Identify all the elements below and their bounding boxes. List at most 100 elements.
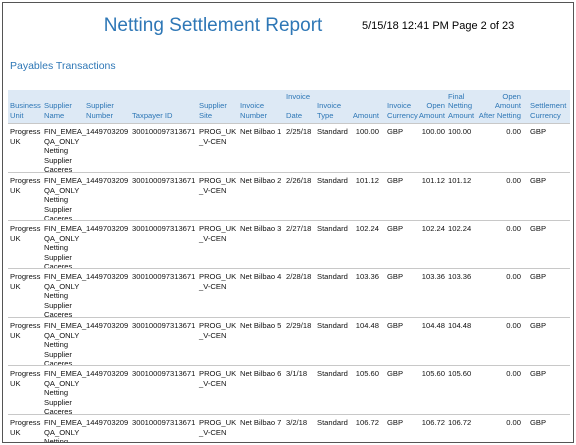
section-title: Payables Transactions [10,60,116,72]
table-cell: Progress UK [10,369,41,388]
column-header: Open Amount After Netting [478,91,521,120]
table-cell: 0.00 [506,369,521,378]
table-cell: 0.00 [506,272,521,281]
table-cell: 0.00 [506,321,521,330]
table-cell: 105.60 [421,369,445,378]
table-cell: 2/29/18 [286,321,312,330]
table-cell: 104.48 [355,321,379,330]
table-cell: 1449703209 [86,321,129,330]
table-cell: 1449703209 [86,127,129,136]
table-cell: 105.60 [448,369,472,378]
table-cell: Standard [317,369,348,378]
table-cell: Net Bilbao 1 [240,127,282,136]
row-separator [8,172,570,173]
table-cell: 102.24 [448,224,472,233]
table-cell: 100.00 [421,127,445,136]
table-cell: Progress UK [10,127,41,146]
table-cell: Standard [317,321,348,330]
table-cell: Progress UK [10,418,41,437]
table-cell: FIN_EMEA_ QA_ONLY Netting Supplier Cacer… [44,224,87,271]
table-cell: GBP [530,176,547,185]
table-cell: 3/2/18 [286,418,308,427]
column-header: Invoice Currency [387,101,418,120]
table-cell: GBP [387,369,404,378]
table-cell: FIN_EMEA_ QA_ONLY Netting Supplier Cacer… [44,127,87,174]
table-cell: 1449703209 [86,369,129,378]
table-cell: 1449703209 [86,418,129,427]
table-cell: GBP [530,369,547,378]
table-cell: PROG_UK _V-CEN [199,321,237,340]
table-cell: 300100097313671 [132,369,196,378]
table-cell: 3/1/18 [286,369,308,378]
table-cell: 2/25/18 [286,127,312,136]
table-cell: Standard [317,224,348,233]
row-separator [8,123,570,124]
table-cell: Net Bilbao 6 [240,369,282,378]
table-cell: 0.00 [506,176,521,185]
column-header: Settlement Currency [530,101,567,120]
table-cell: 300100097313671 [132,127,196,136]
table-cell: 100.00 [355,127,379,136]
table-cell: 106.72 [448,418,472,427]
table-cell: 300100097313671 [132,321,196,330]
table-cell: 300100097313671 [132,176,196,185]
table-cell: 102.24 [421,224,445,233]
column-header: Open Amount [418,101,445,120]
table-cell: 101.12 [448,176,472,185]
table-cell: 0.00 [506,418,521,427]
table-cell: 100.00 [448,127,472,136]
table-cell: GBP [387,272,404,281]
table-cell: Progress UK [10,224,41,243]
table-cell: GBP [530,418,547,427]
table-cell: GBP [530,224,547,233]
table-cell: PROG_UK _V-CEN [199,224,237,243]
column-header: Amount [352,110,379,120]
table-cell: 101.12 [421,176,445,185]
table-cell: 103.36 [421,272,445,281]
table-cell: PROG_UK _V-CEN [199,272,237,291]
row-separator [8,365,570,366]
table-cell: FIN_EMEA_ QA_ONLY Netting Supplier Cacer… [44,321,87,368]
table-cell: GBP [387,224,404,233]
row-separator [8,268,570,269]
table-cell: Progress UK [10,272,41,291]
table-cell: 103.36 [448,272,472,281]
table-header-background [8,90,570,123]
column-header: Supplier Name [44,101,72,120]
column-header: Taxpayer ID [132,110,173,120]
table-cell: 300100097313671 [132,418,196,427]
table-cell: 106.72 [421,418,445,427]
column-header: Supplier Site [199,101,227,120]
table-cell: 2/26/18 [286,176,312,185]
table-cell: 300100097313671 [132,224,196,233]
table-cell: FIN_EMEA_ QA_ONLY Netting Supplier Cacer… [44,176,87,223]
column-header: Invoice Date [286,91,311,120]
table-cell: PROG_UK _V-CEN [199,369,237,388]
table-cell: GBP [387,418,404,427]
table-cell: 104.48 [448,321,472,330]
table-cell: Progress UK [10,176,41,195]
report-title: Netting Settlement Report [103,15,323,36]
table-cell: GBP [530,127,547,136]
table-cell: GBP [530,321,547,330]
row-separator [8,220,570,221]
table-cell: Net Bilbao 7 [240,418,282,427]
table-cell: Net Bilbao 4 [240,272,282,281]
table-cell: GBP [387,176,404,185]
column-header: Invoice Number [240,101,268,120]
column-header: Final Netting Amount [448,91,475,120]
table-cell: 105.60 [355,369,379,378]
column-header: Invoice Type [317,101,342,120]
table-cell: 102.24 [355,224,379,233]
table-cell: PROG_UK _V-CEN [199,176,237,195]
column-header: Supplier Number [86,101,114,120]
table-cell: Progress UK [10,321,41,340]
table-cell: GBP [387,321,404,330]
table-cell: Standard [317,418,348,427]
table-cell: 1449703209 [86,272,129,281]
table-cell: 2/27/18 [286,224,312,233]
table-cell: PROG_UK _V-CEN [199,127,237,146]
table-cell: Standard [317,272,348,281]
